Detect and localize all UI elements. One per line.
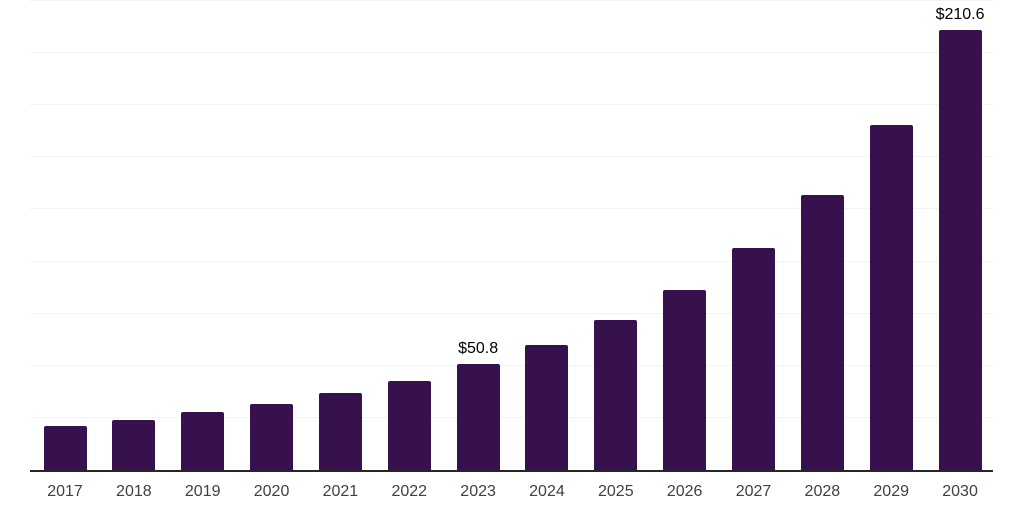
x-axis-tick-label: 2025 (598, 483, 634, 500)
bar-2019 (181, 411, 225, 470)
x-axis-tick-label: 2020 (253, 483, 290, 500)
x-axis-tick-label: 2029 (873, 483, 909, 500)
x-axis-tick-label: 2022 (391, 483, 428, 500)
bar-2018 (112, 420, 156, 470)
bar-2020 (250, 404, 294, 470)
bar-2023 (456, 363, 500, 470)
bar-2024 (525, 345, 569, 470)
gridline (30, 0, 993, 1)
bar-2029 (869, 124, 913, 470)
bar-2021 (318, 393, 362, 470)
data-label: $210.6 (935, 6, 985, 24)
x-axis-tick-labels: 2017 2018 2019 2020 2021 2022 2023 2024 2025 2026… (30, 480, 993, 504)
bar-2017 (43, 425, 87, 470)
gridline (30, 156, 993, 158)
x-axis-tick-label: 2021 (322, 483, 359, 500)
data-label: $50.8 (458, 339, 499, 357)
gridline (30, 260, 993, 262)
x-axis-line (30, 470, 993, 472)
bar-2030 (938, 30, 982, 470)
gridline (30, 312, 993, 314)
x-axis-tick-label: 2023 (460, 483, 496, 500)
gridline (30, 51, 993, 53)
gridline (30, 103, 993, 105)
x-axis-tick-label: 2024 (529, 483, 565, 500)
gridline (30, 417, 993, 419)
x-axis-tick-label: 2019 (184, 483, 221, 500)
bar-2026 (663, 289, 707, 470)
plot-area: $50.8 $210.6 (30, 0, 993, 470)
bar-2027 (732, 248, 775, 470)
x-axis-tick-label: 2027 (735, 483, 772, 500)
x-axis-tick-label: 2028 (804, 483, 841, 500)
gridline (30, 208, 993, 210)
x-axis-tick-label: 2030 (942, 483, 978, 500)
bar-2028 (800, 195, 844, 470)
gridline (30, 365, 993, 367)
x-axis-tick-label: 2026 (666, 483, 703, 500)
x-axis-tick-label: 2018 (116, 483, 152, 500)
bar-2022 (387, 380, 431, 470)
x-axis-tick-label: 2017 (47, 483, 83, 500)
bar-2025 (594, 320, 638, 470)
